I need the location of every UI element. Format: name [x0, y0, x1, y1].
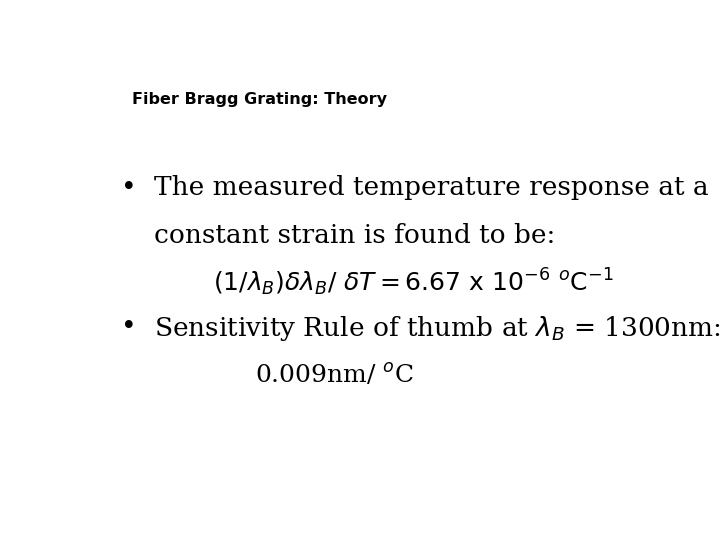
Text: •: • [121, 175, 136, 200]
Text: The measured temperature response at a: The measured temperature response at a [154, 175, 708, 200]
Text: 0.009nm/ $^{o}$C: 0.009nm/ $^{o}$C [255, 362, 413, 388]
Text: $(1/\lambda_{B})\delta\lambda_{B}/\ \delta T = 6.67\ \mathrm{x}\ 10^{-6}\ ^{o}\m: $(1/\lambda_{B})\delta\lambda_{B}/\ \del… [213, 266, 613, 298]
Text: constant strain is found to be:: constant strain is found to be: [154, 223, 556, 248]
Text: Fiber Bragg Grating: Theory: Fiber Bragg Grating: Theory [132, 92, 387, 107]
Text: •: • [121, 314, 136, 339]
Text: Sensitivity Rule of thumb at $\lambda_{B}$ = 1300nm:: Sensitivity Rule of thumb at $\lambda_{B… [154, 314, 720, 343]
